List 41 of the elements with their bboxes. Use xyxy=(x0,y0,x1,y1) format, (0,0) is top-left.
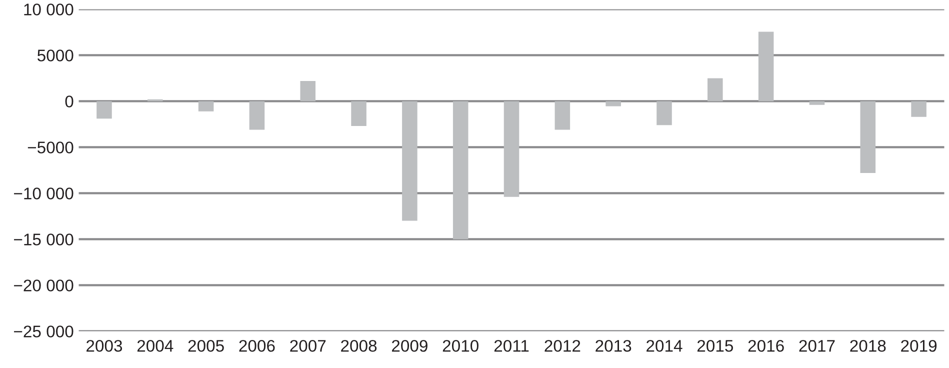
x-tick-label: 2006 xyxy=(239,340,275,352)
x-tick-label: 2012 xyxy=(544,340,580,352)
bar xyxy=(758,32,774,102)
y-tick-label: −20 000 xyxy=(14,280,74,292)
bar xyxy=(656,101,672,126)
x-tick-label: 2010 xyxy=(442,340,478,352)
bar xyxy=(249,101,265,130)
bar xyxy=(300,80,316,102)
y-tick-label: −15 000 xyxy=(14,234,74,246)
y-tick-label: −25 000 xyxy=(14,326,74,338)
x-tick-label: 2013 xyxy=(596,340,632,352)
bar xyxy=(504,101,520,197)
bar xyxy=(402,101,418,221)
x-tick-label: 2007 xyxy=(290,340,326,352)
x-tick-label: 2019 xyxy=(901,340,937,352)
bar xyxy=(554,101,570,130)
x-tick-label: 2018 xyxy=(850,340,886,352)
x-tick-label: 2015 xyxy=(697,340,733,352)
bar xyxy=(198,101,214,112)
bar xyxy=(911,101,926,117)
x-tick-label: 2003 xyxy=(86,340,122,352)
y-tick-label: 0 xyxy=(65,96,74,108)
x-tick-label: 2009 xyxy=(392,340,428,352)
y-tick-label: 10 000 xyxy=(24,4,74,16)
bar xyxy=(860,101,876,173)
y-tick-label: −5000 xyxy=(28,142,74,154)
x-tick-label: 2017 xyxy=(799,340,835,352)
bar xyxy=(809,101,825,105)
y-tick-label: 5000 xyxy=(38,50,74,62)
x-tick-label: 2008 xyxy=(341,340,377,352)
x-tick-label: 2004 xyxy=(137,340,174,352)
x-tick-label: 2011 xyxy=(494,340,529,352)
y-tick-label: −10 000 xyxy=(14,188,74,200)
x-tick-label: 2016 xyxy=(748,340,784,352)
x-tick-label: 2014 xyxy=(646,340,682,352)
bar xyxy=(96,101,112,119)
bar xyxy=(351,101,366,126)
bar xyxy=(606,101,621,106)
x-tick-label: 2005 xyxy=(188,340,224,352)
bar xyxy=(452,101,468,240)
bar xyxy=(708,78,723,102)
